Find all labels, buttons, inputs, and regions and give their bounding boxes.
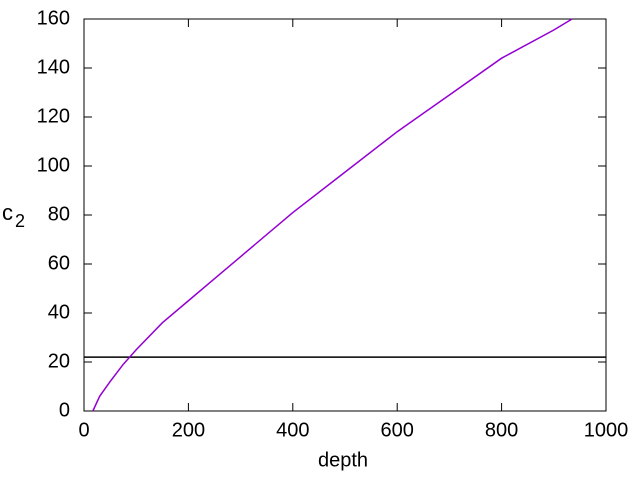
- data-line: [92, 18, 573, 412]
- y-tick-label: 100: [37, 154, 70, 176]
- x-tick-label: 1000: [584, 419, 629, 441]
- x-tick-label: 400: [276, 419, 309, 441]
- y-tick-label: 0: [59, 399, 70, 421]
- y-tick-label: 20: [48, 350, 70, 372]
- y-axis-label: c: [2, 200, 13, 225]
- x-tick-label: 800: [485, 419, 518, 441]
- y-tick-label: 60: [48, 252, 70, 274]
- y-tick-label: 40: [48, 301, 70, 323]
- y-tick-label: 80: [48, 203, 70, 225]
- y-tick-label: 140: [37, 56, 70, 78]
- x-tick-label: 200: [172, 419, 205, 441]
- y-tick-label: 120: [37, 105, 70, 127]
- x-tick-label: 600: [381, 419, 414, 441]
- y-tick-label: 160: [37, 7, 70, 29]
- y-axis-label-subscript: 2: [15, 211, 25, 231]
- x-axis-label: depth: [318, 449, 368, 471]
- plot-frame: [83, 18, 607, 412]
- x-tick-label: 0: [78, 419, 89, 441]
